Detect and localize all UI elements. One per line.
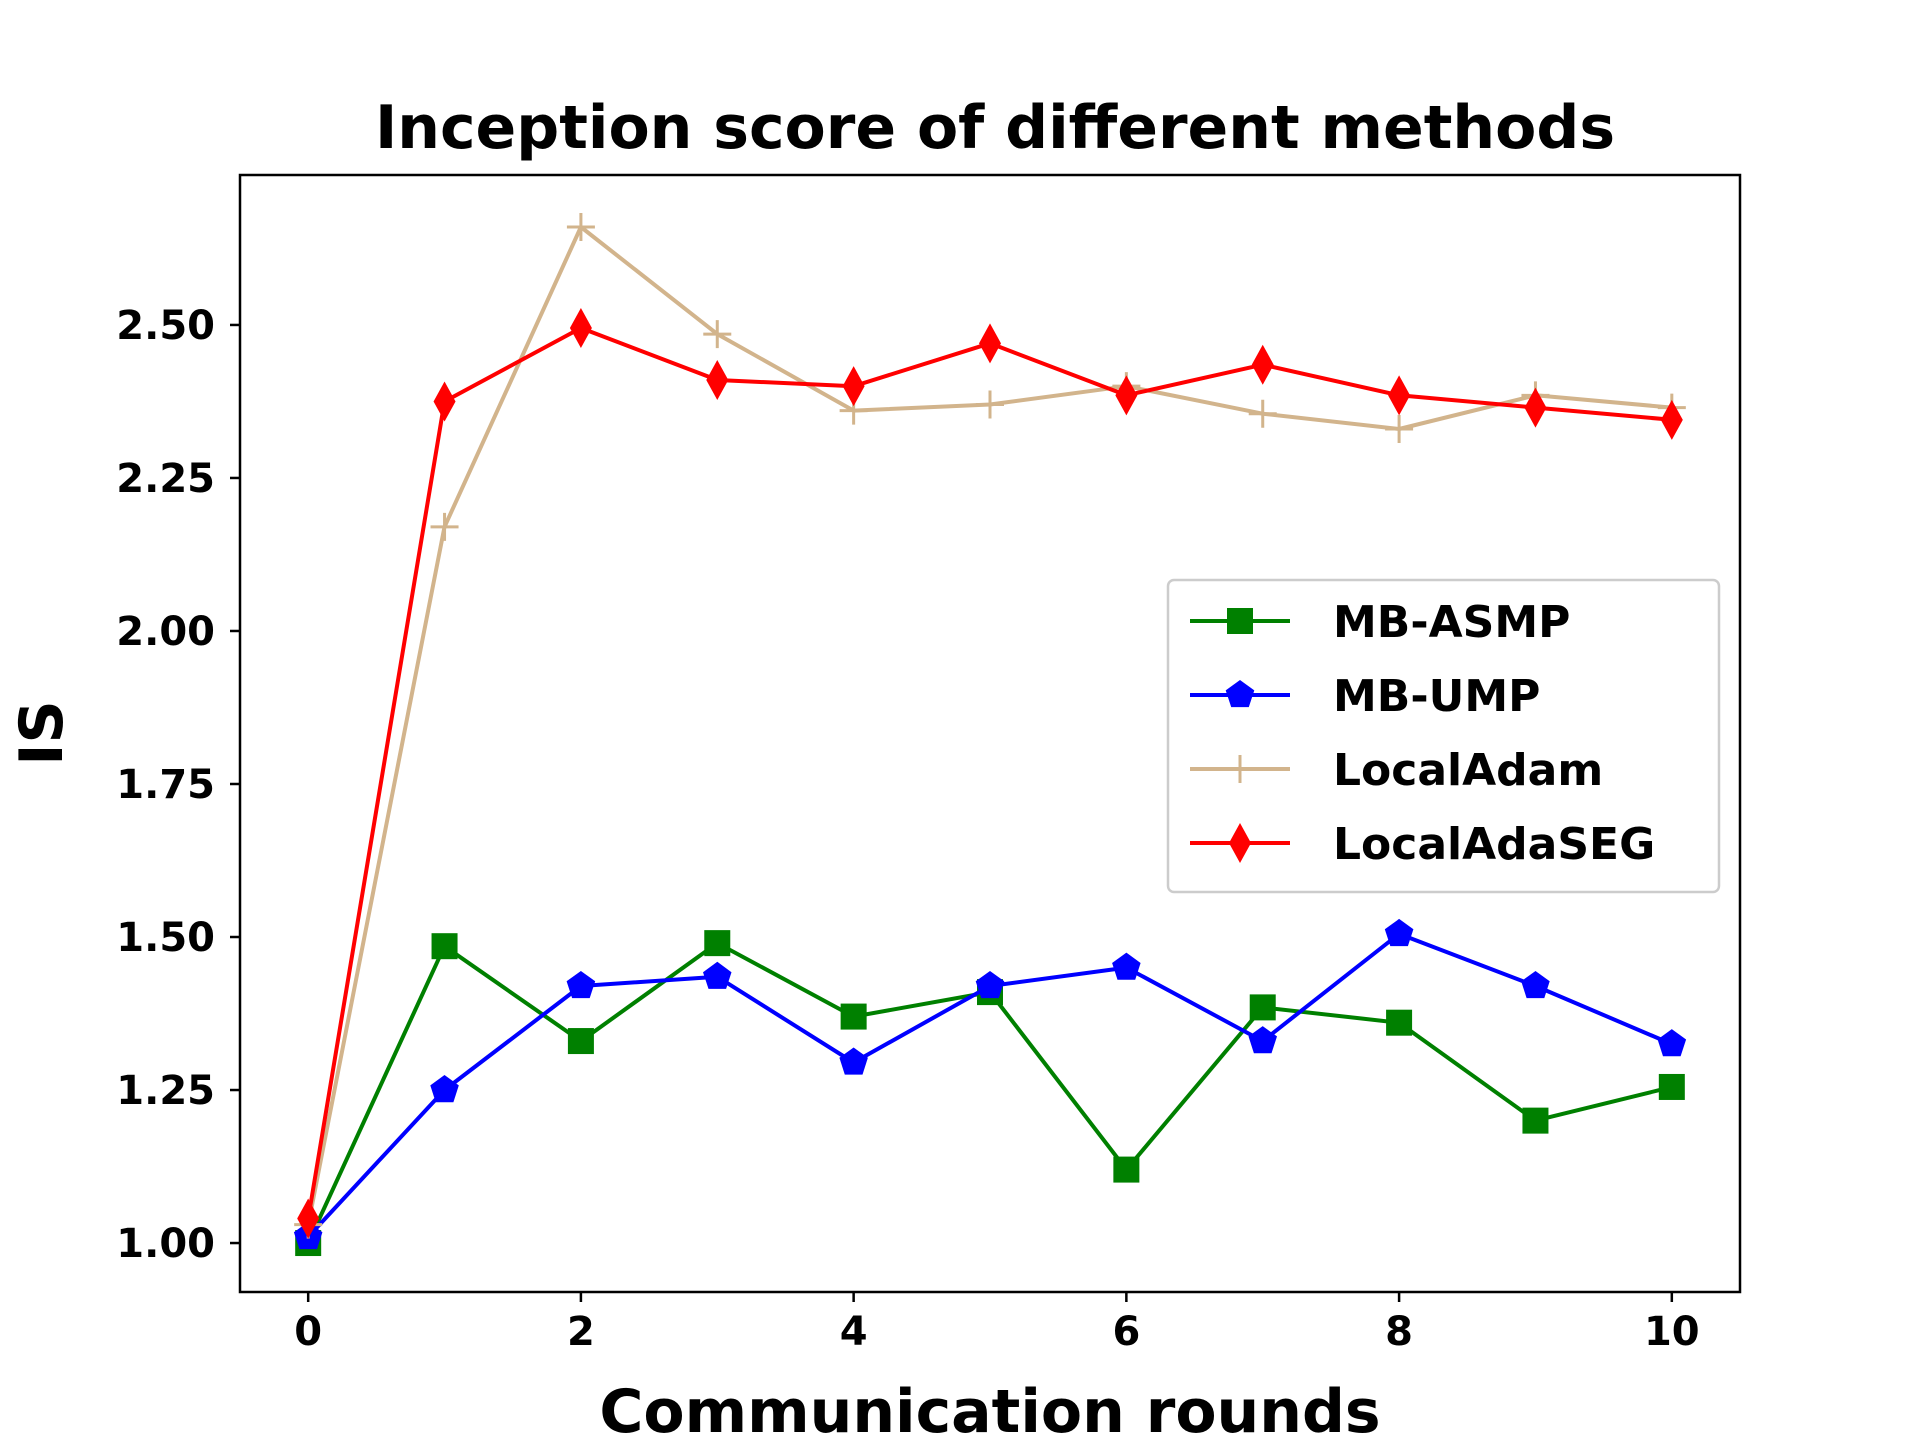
y-tick-label: 1.75 bbox=[116, 762, 215, 808]
legend-marker-localadaseg bbox=[1229, 823, 1251, 863]
data-point-localadaseg bbox=[1251, 344, 1274, 385]
y-tick-label: 2.25 bbox=[116, 456, 215, 502]
data-point-localadam bbox=[430, 512, 459, 541]
data-point-mb-asmp bbox=[567, 1028, 594, 1055]
legend-item-localadam: LocalAdam bbox=[1190, 745, 1603, 796]
series-mb-ump bbox=[293, 918, 1687, 1250]
data-point-mb-ump bbox=[1112, 952, 1141, 980]
y-tick-label: 2.50 bbox=[116, 303, 215, 349]
data-point-mb-asmp bbox=[1522, 1107, 1549, 1134]
x-tick-label: 6 bbox=[1112, 1309, 1140, 1355]
data-point-localadam bbox=[566, 213, 595, 242]
data-point-mb-asmp bbox=[1658, 1073, 1685, 1100]
data-point-mb-ump bbox=[1384, 918, 1414, 947]
data-point-localadam bbox=[976, 390, 1004, 419]
x-axis: 0 2 4 6 8 10 bbox=[294, 1292, 1700, 1355]
data-point-mb-asmp bbox=[1113, 1156, 1140, 1183]
chart-title: Inception score of different methods bbox=[375, 93, 1615, 163]
data-point-localadaseg bbox=[297, 1198, 320, 1239]
legend-item-localadaseg: LocalAdaSEG bbox=[1190, 819, 1655, 870]
legend: MB-ASMP MB-UMP LocalAdam LocalAdaSEG bbox=[1166, 578, 1721, 894]
series-layer bbox=[293, 213, 1687, 1257]
data-point-mb-ump bbox=[703, 961, 732, 989]
legend-box bbox=[1166, 578, 1721, 894]
data-point-localadam bbox=[703, 320, 732, 349]
legend-marker-mb-asmp bbox=[1227, 608, 1253, 634]
data-point-localadaseg bbox=[433, 381, 456, 422]
x-axis-label: Communication rounds bbox=[599, 1377, 1380, 1440]
legend-marker-localadam bbox=[1226, 755, 1254, 783]
legend-label: MB-ASMP bbox=[1333, 597, 1570, 648]
data-point-mb-asmp bbox=[431, 933, 458, 960]
data-point-localadam bbox=[1248, 399, 1277, 428]
series-localadaseg bbox=[297, 308, 1683, 1239]
x-tick-label: 10 bbox=[1644, 1309, 1700, 1355]
data-point-mb-ump bbox=[1521, 971, 1550, 999]
y-tick-label: 1.00 bbox=[116, 1221, 215, 1267]
data-point-localadaseg bbox=[569, 308, 592, 349]
data-point-mb-asmp bbox=[1249, 994, 1276, 1021]
plot-frame bbox=[238, 173, 1742, 1294]
legend-label: MB-UMP bbox=[1333, 671, 1540, 722]
data-point-localadaseg bbox=[1115, 375, 1138, 416]
data-point-mb-ump bbox=[1248, 1026, 1277, 1054]
x-tick-label: 2 bbox=[567, 1309, 595, 1355]
y-tick-label: 1.25 bbox=[116, 1068, 215, 1114]
data-point-mb-ump bbox=[430, 1075, 459, 1103]
data-point-localadaseg bbox=[706, 360, 729, 401]
legend-item-mb-ump: MB-UMP bbox=[1190, 671, 1540, 722]
y-tick-label: 2.00 bbox=[116, 609, 215, 655]
data-point-localadam bbox=[1385, 415, 1414, 444]
data-point-mb-asmp bbox=[704, 930, 731, 957]
x-tick-label: 0 bbox=[294, 1309, 322, 1355]
data-point-mb-ump bbox=[566, 971, 596, 999]
data-point-localadaseg bbox=[1660, 399, 1683, 440]
y-tick-label: 1.50 bbox=[116, 915, 215, 961]
data-point-localadaseg bbox=[842, 366, 865, 407]
data-point-mb-asmp bbox=[1386, 1009, 1413, 1036]
data-point-mb-ump bbox=[975, 971, 1005, 999]
x-tick-label: 8 bbox=[1385, 1309, 1413, 1355]
legend-item-mb-asmp: MB-ASMP bbox=[1190, 597, 1570, 648]
legend-label: LocalAdaSEG bbox=[1333, 819, 1655, 870]
y-axis: 1.00 1.25 1.50 1.75 2.00 2.25 2.50 bbox=[116, 303, 240, 1267]
legend-label: LocalAdam bbox=[1333, 745, 1603, 796]
data-point-mb-ump bbox=[1657, 1029, 1687, 1057]
data-point-localadaseg bbox=[979, 323, 1001, 364]
data-point-localadaseg bbox=[1388, 375, 1411, 416]
x-tick-label: 4 bbox=[840, 1309, 868, 1355]
data-point-mb-ump bbox=[839, 1047, 868, 1075]
data-point-localadaseg bbox=[1524, 387, 1547, 428]
legend-marker-mb-ump bbox=[1225, 680, 1255, 708]
data-point-mb-asmp bbox=[840, 1003, 867, 1030]
y-axis-label: IS bbox=[7, 700, 77, 766]
